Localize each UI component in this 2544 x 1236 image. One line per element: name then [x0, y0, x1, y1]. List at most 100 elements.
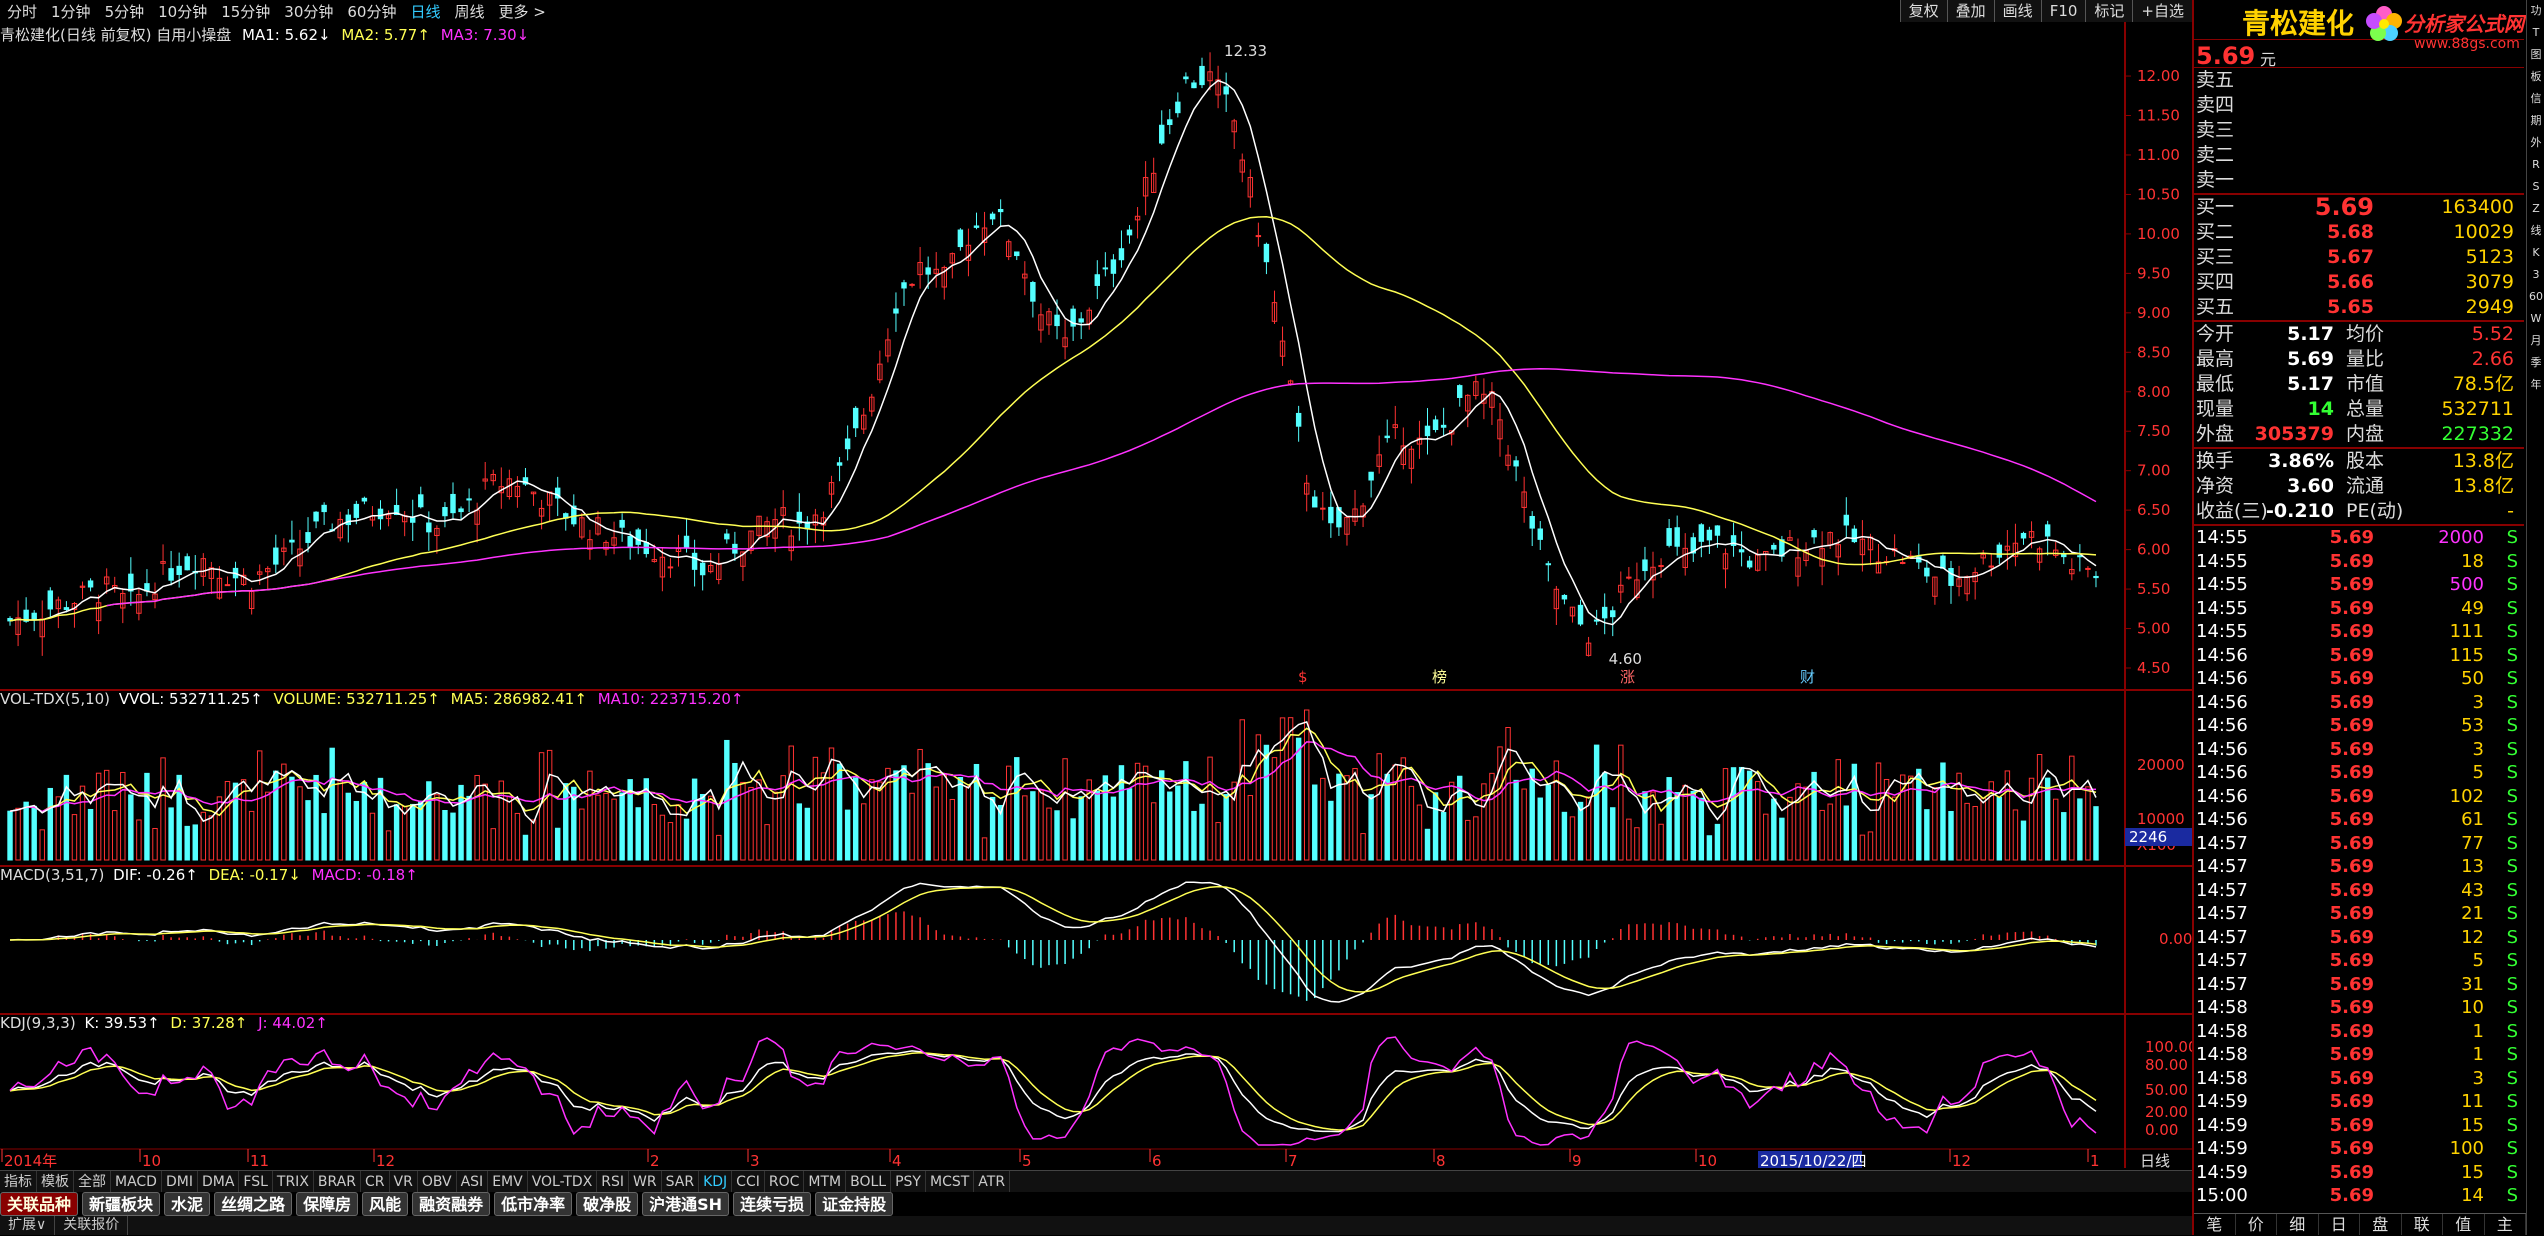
volume-bar: [1859, 834, 1866, 861]
status-item-0[interactable]: 扩展∨: [0, 1216, 56, 1235]
event-mark[interactable]: 财: [1800, 668, 1815, 686]
indicator-tab-21[interactable]: MTM: [804, 1171, 847, 1192]
candle: [1956, 578, 1962, 587]
event-mark[interactable]: 涨: [1620, 668, 1635, 686]
period-tab-1[interactable]: 1分钟: [51, 2, 91, 21]
period-tab-8[interactable]: 周线: [454, 2, 485, 21]
strip-button-6[interactable]: 外: [2530, 136, 2542, 149]
quote-tab-4[interactable]: 盘: [2360, 1214, 2402, 1235]
period-tab-9[interactable]: 更多 >: [498, 2, 546, 21]
indicator-tab-2[interactable]: 全部: [74, 1171, 111, 1192]
category-tab-2[interactable]: 水泥: [164, 1192, 211, 1216]
category-tab-5[interactable]: 风能: [362, 1192, 409, 1216]
indicator-tab-13[interactable]: EMV: [488, 1171, 528, 1192]
strip-button-9[interactable]: Z: [2532, 202, 2540, 215]
strip-button-14[interactable]: W: [2530, 312, 2542, 325]
volume-bar: [1481, 783, 1487, 861]
strip-button-2[interactable]: 图: [2530, 48, 2542, 61]
tool-button-2[interactable]: 画线: [1993, 0, 2041, 22]
strip-button-13[interactable]: 60: [2529, 290, 2543, 303]
tick-list[interactable]: 14:55 5.69 2000 S 14:55 5.69 18 S 14:55 5.69 500 S 1…: [2194, 526, 2524, 1208]
period-tab-2[interactable]: 5分钟: [104, 2, 145, 21]
indicator-tab-0[interactable]: 指标: [0, 1171, 37, 1192]
strip-button-4[interactable]: 信: [2530, 92, 2542, 105]
indicator-tab-1[interactable]: 模板: [37, 1171, 74, 1192]
period-tab-6[interactable]: 60分钟: [347, 2, 397, 21]
indicator-tab-9[interactable]: CR: [361, 1171, 390, 1192]
period-tab-3[interactable]: 10分钟: [158, 2, 208, 21]
indicator-tab-18[interactable]: KDJ: [699, 1171, 733, 1192]
indicator-tab-12[interactable]: ASI: [457, 1171, 489, 1192]
indicator-tab-20[interactable]: ROC: [765, 1171, 805, 1192]
event-mark[interactable]: $: [1298, 668, 1308, 686]
indicator-tab-7[interactable]: TRIX: [273, 1171, 314, 1192]
indicator-tab-4[interactable]: DMI: [162, 1171, 198, 1192]
strip-button-3[interactable]: 板: [2530, 70, 2542, 83]
chart-area[interactable]: 12.0011.5011.0010.5010.009.509.008.508.0…: [0, 22, 2192, 1168]
indicator-tab-23[interactable]: PSY: [891, 1171, 926, 1192]
period-tab-4[interactable]: 15分钟: [221, 2, 271, 21]
indicator-tab-24[interactable]: MCST: [926, 1171, 975, 1192]
indicator-tab-11[interactable]: OBV: [418, 1171, 457, 1192]
category-tab-7[interactable]: 低市净率: [494, 1192, 573, 1216]
category-tab-8[interactable]: 破净股: [576, 1192, 639, 1216]
tick-volume: 11: [2461, 1091, 2484, 1112]
tool-button-1[interactable]: 叠加: [1946, 0, 1994, 22]
strip-button-10[interactable]: 线: [2530, 224, 2542, 237]
indicator-tab-25[interactable]: ATR: [974, 1171, 1011, 1192]
tool-button-5[interactable]: +自选: [2132, 0, 2192, 22]
indicator-tab-16[interactable]: WR: [629, 1171, 662, 1192]
date-badge-label: 2015/10/22/四: [1760, 1152, 1867, 1168]
category-tab-4[interactable]: 保障房: [296, 1192, 359, 1216]
category-tab-1[interactable]: 新疆板块: [82, 1192, 161, 1216]
volume-bar: [635, 807, 641, 861]
tick-price: 5.69: [2329, 668, 2374, 689]
tool-button-4[interactable]: 标记: [2085, 0, 2133, 22]
stock-name: 青松建化: [2242, 7, 2355, 40]
quote-tab-2[interactable]: 细: [2277, 1214, 2319, 1235]
indicator-tab-5[interactable]: DMA: [198, 1171, 240, 1192]
strip-button-16[interactable]: 季: [2530, 356, 2542, 369]
category-tab-6[interactable]: 融资融券: [412, 1192, 491, 1216]
strip-button-7[interactable]: R: [2532, 158, 2540, 171]
indicator-tab-10[interactable]: VR: [390, 1171, 418, 1192]
quote-tab-3[interactable]: 日: [2319, 1214, 2360, 1235]
quote-tab-6[interactable]: 值: [2443, 1214, 2485, 1235]
category-tab-10[interactable]: 连续亏损: [733, 1192, 812, 1216]
tool-button-3[interactable]: F10: [2040, 0, 2086, 22]
volume-bar: [1988, 781, 1994, 861]
quote-tab-5[interactable]: 联: [2402, 1214, 2443, 1235]
quote-tab-7[interactable]: 主: [2485, 1214, 2526, 1235]
indicator-tab-17[interactable]: SAR: [662, 1171, 700, 1192]
event-mark[interactable]: 榜: [1432, 668, 1447, 686]
strip-button-8[interactable]: S: [2532, 180, 2540, 193]
strip-button-1[interactable]: T: [2532, 26, 2540, 39]
volume-bar: [321, 813, 327, 861]
strip-button-0[interactable]: 功: [2530, 4, 2542, 17]
indicator-tab-15[interactable]: RSI: [597, 1171, 630, 1192]
fundamentals-table: 换手 3.86% 股本 13.8亿 净资 3.60 流通 13.8亿 收益(三) -0.210 PE…: [2194, 449, 2524, 524]
strip-button-15[interactable]: 月: [2530, 334, 2542, 347]
quote-tab-0[interactable]: 笔: [2194, 1214, 2236, 1235]
indicator-tab-22[interactable]: BOLL: [846, 1171, 892, 1192]
category-tab-9[interactable]: 沪港通SH: [642, 1192, 730, 1216]
status-item-1[interactable]: 关联报价: [55, 1216, 129, 1235]
indicator-tab-3[interactable]: MACD: [111, 1171, 162, 1192]
strip-button-12[interactable]: 3: [2532, 268, 2540, 281]
period-tab-5[interactable]: 30分钟: [284, 2, 334, 21]
strip-button-5[interactable]: 期: [2530, 114, 2542, 127]
category-tab-11[interactable]: 证金持股: [815, 1192, 894, 1216]
strip-button-11[interactable]: K: [2532, 246, 2540, 259]
quote-tab-1[interactable]: 价: [2236, 1214, 2277, 1235]
category-tab-0[interactable]: 关联品种: [0, 1192, 79, 1216]
strip-button-17[interactable]: 年: [2530, 378, 2542, 391]
volume-bar: [1384, 773, 1390, 861]
tool-button-0[interactable]: 复权: [1899, 0, 1947, 22]
indicator-tab-14[interactable]: VOL-TDX: [528, 1171, 598, 1192]
indicator-tab-6[interactable]: FSL: [239, 1171, 273, 1192]
category-tab-3[interactable]: 丝绸之路: [214, 1192, 293, 1216]
period-tab-0[interactable]: 分时: [7, 2, 38, 21]
indicator-tab-8[interactable]: BRAR: [314, 1171, 361, 1192]
indicator-tab-19[interactable]: CCI: [732, 1171, 765, 1192]
period-tab-7[interactable]: 日线: [410, 2, 441, 21]
